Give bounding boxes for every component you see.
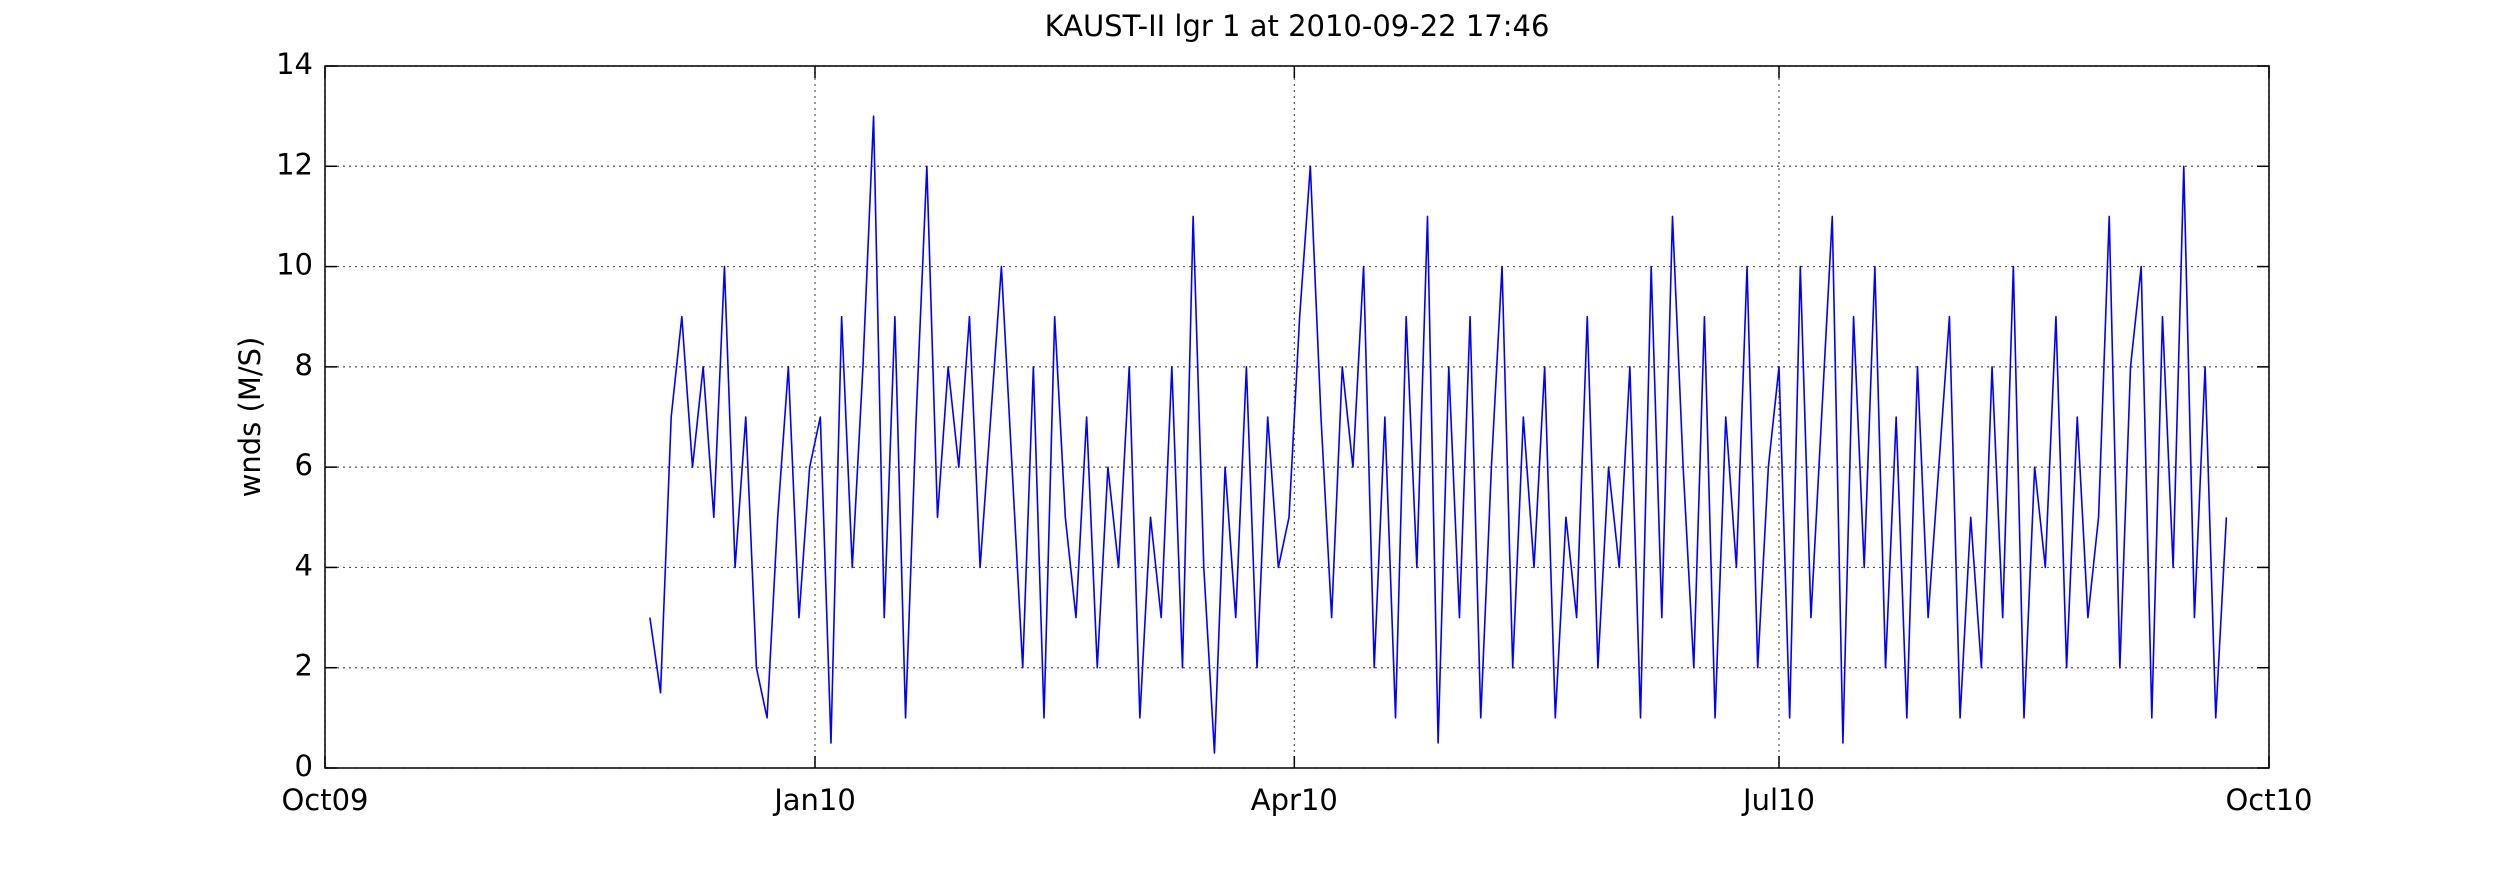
data-line	[649, 115, 2228, 754]
plot-frame	[324, 65, 2270, 769]
x-tick-label: Oct10	[2225, 783, 2312, 817]
x-tick-label: Jan10	[772, 783, 856, 817]
y-tick-label: 8	[295, 348, 313, 382]
y-tick-label: 14	[276, 47, 313, 81]
y-axis-label: wnds (M/S)	[233, 337, 267, 498]
y-tick-label: 4	[295, 548, 313, 582]
x-tick-label: Jul10	[1741, 783, 1815, 817]
y-tick-label: 6	[295, 448, 313, 482]
x-tick-label: Apr10	[1251, 783, 1338, 817]
y-tick-label: 10	[276, 248, 313, 282]
x-tick-label: Oct09	[281, 783, 368, 817]
y-tick-label: 12	[276, 147, 313, 181]
y-tick-label: 2	[295, 649, 313, 683]
y-tick-label: 0	[295, 749, 313, 783]
chart-title: KAUST-II lgr 1 at 2010-09-22 17:46	[1045, 9, 1550, 43]
